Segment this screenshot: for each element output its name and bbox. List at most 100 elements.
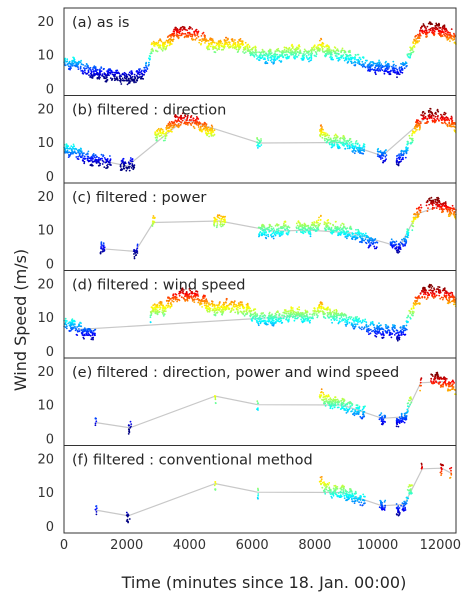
data-point (133, 257, 136, 260)
data-point (310, 56, 313, 59)
data-point (431, 204, 434, 207)
data-point (426, 25, 429, 28)
data-point (290, 311, 293, 314)
data-point (215, 309, 218, 311)
data-point (160, 127, 163, 130)
data-point (417, 34, 420, 36)
data-point (318, 49, 321, 52)
data-point (155, 49, 157, 52)
data-point (211, 303, 214, 306)
data-point (254, 45, 257, 48)
data-point (118, 72, 121, 75)
data-point (265, 227, 268, 230)
data-point (358, 144, 361, 147)
data-point (222, 218, 225, 221)
data-point (445, 207, 447, 210)
data-point (145, 70, 148, 72)
data-point (100, 242, 103, 245)
data-point (406, 53, 409, 56)
data-point (136, 75, 139, 78)
data-point (190, 115, 193, 117)
data-point (286, 233, 288, 235)
data-point (321, 42, 324, 45)
data-point (302, 227, 305, 230)
data-point (397, 73, 400, 75)
data-point (91, 158, 94, 160)
data-point (370, 237, 373, 240)
data-point (269, 48, 272, 51)
data-point (232, 41, 235, 43)
data-point (232, 309, 235, 311)
data-point (101, 244, 103, 247)
data-point (92, 70, 95, 73)
data-point (194, 38, 197, 41)
data-point (434, 198, 437, 201)
data-point (264, 54, 267, 57)
data-point (450, 37, 453, 40)
data-point (265, 53, 268, 56)
data-point (342, 319, 345, 322)
data-point (344, 147, 347, 150)
data-point (177, 123, 180, 125)
data-point (216, 49, 219, 51)
data-point (72, 143, 75, 146)
data-point (187, 31, 190, 34)
data-point (161, 128, 164, 131)
data-point (244, 51, 247, 53)
data-point (97, 74, 99, 76)
data-point (102, 68, 105, 71)
data-point (263, 231, 265, 234)
data-point (164, 306, 167, 309)
data-point (315, 221, 318, 224)
data-point (428, 113, 431, 116)
data-point (178, 125, 181, 127)
data-point (262, 319, 265, 322)
data-point (322, 50, 324, 53)
data-point (283, 46, 286, 49)
data-point (417, 302, 419, 305)
data-point (416, 124, 418, 127)
data-point (419, 211, 422, 214)
data-point (99, 68, 101, 71)
data-point (395, 246, 398, 249)
data-point (324, 139, 326, 142)
data-point (149, 52, 152, 55)
data-point (277, 224, 280, 226)
data-point (438, 208, 441, 211)
data-point (450, 125, 452, 128)
data-point (103, 246, 106, 249)
data-point (72, 145, 75, 148)
data-point (378, 68, 381, 70)
data-point (411, 51, 414, 54)
data-point (83, 155, 86, 158)
data-point (289, 51, 291, 54)
data-point (320, 133, 322, 136)
data-point (258, 318, 260, 321)
data-point (237, 46, 240, 49)
data-point (423, 30, 426, 33)
data-point (119, 74, 121, 77)
data-point (130, 73, 133, 76)
data-point (441, 298, 444, 301)
data-point (402, 154, 405, 157)
data-point (283, 314, 285, 317)
data-point (436, 118, 439, 120)
data-point (206, 129, 209, 132)
data-point (172, 293, 175, 296)
data-point (167, 296, 170, 299)
data-point (257, 322, 260, 325)
data-point (358, 231, 360, 234)
data-point (353, 146, 356, 149)
data-point (89, 331, 92, 334)
data-point (191, 33, 194, 36)
data-point (441, 28, 443, 30)
data-point (102, 242, 105, 245)
data-point (130, 70, 133, 73)
data-point (293, 48, 296, 51)
data-point (280, 319, 282, 322)
data-point (357, 53, 360, 56)
data-point (177, 126, 180, 129)
data-point (256, 144, 259, 147)
data-point (448, 215, 451, 218)
data-point (365, 321, 368, 324)
